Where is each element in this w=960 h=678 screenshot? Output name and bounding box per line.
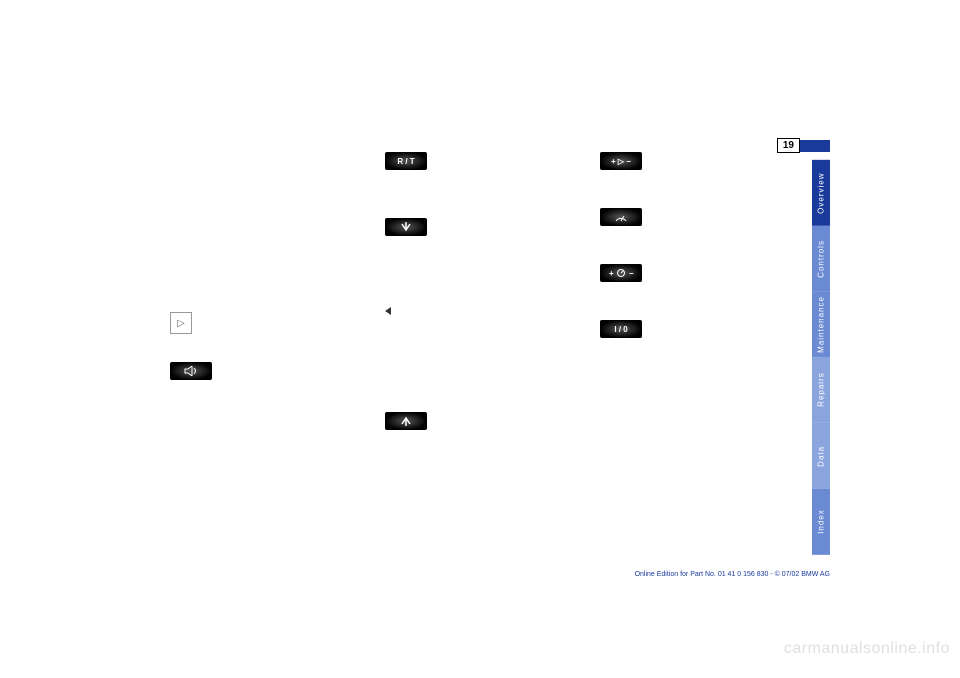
down-arrow-icon xyxy=(385,218,427,236)
plus-play-minus-icon: + ▷ − xyxy=(600,152,642,170)
watermark: carmanualsonline.info xyxy=(784,640,950,658)
play-icon: ▷ xyxy=(170,312,192,334)
speedometer-icon xyxy=(600,208,642,226)
column-2: R / T xyxy=(385,130,585,448)
column-3: + ▷ − + − I / 0 xyxy=(600,130,800,356)
plus-dial-minus-icon: + − xyxy=(600,264,642,282)
svg-text:+: + xyxy=(609,269,614,278)
up-arrow-icon xyxy=(385,412,427,430)
footer-edition-line: Online Edition for Part No. 01 41 0 156 … xyxy=(635,571,830,578)
io-button-icon: I / 0 xyxy=(600,320,642,338)
page-content: ▷ R / T + ▷ − xyxy=(30,130,830,600)
rt-button-icon: R / T xyxy=(385,152,427,170)
svg-text:−: − xyxy=(629,269,634,278)
column-1: ▷ xyxy=(170,130,370,398)
horn-icon xyxy=(170,362,212,380)
triangle-left-icon xyxy=(385,307,391,315)
